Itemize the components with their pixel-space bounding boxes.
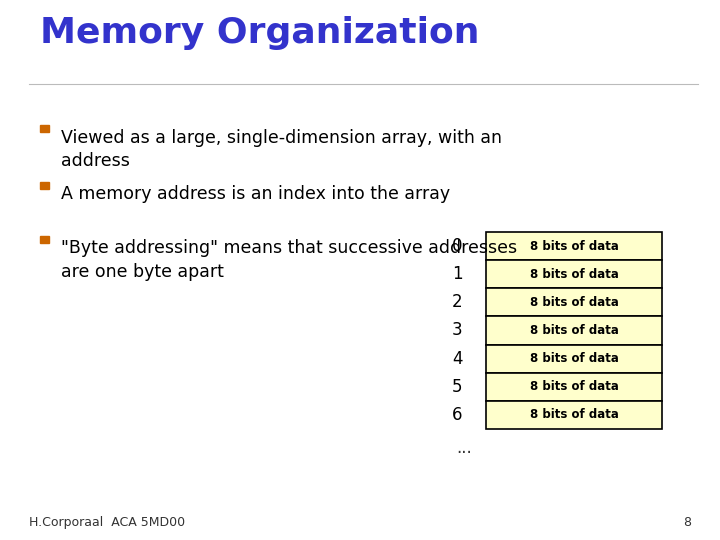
Text: 8 bits of data: 8 bits of data [530, 268, 618, 281]
FancyBboxPatch shape [486, 373, 662, 401]
Text: 8 bits of data: 8 bits of data [530, 324, 618, 337]
Text: 8 bits of data: 8 bits of data [530, 352, 618, 365]
Text: "Byte addressing" means that successive addresses
are one byte apart: "Byte addressing" means that successive … [61, 239, 518, 281]
FancyBboxPatch shape [486, 401, 662, 429]
Text: 8 bits of data: 8 bits of data [530, 240, 618, 253]
Text: 8 bits of data: 8 bits of data [530, 380, 618, 393]
Text: 6: 6 [452, 406, 462, 424]
Bar [40, 125, 50, 132]
Text: 5: 5 [452, 377, 462, 396]
Text: A memory address is an index into the array: A memory address is an index into the ar… [61, 185, 450, 203]
FancyBboxPatch shape [486, 288, 662, 316]
Text: 1: 1 [452, 265, 462, 284]
FancyBboxPatch shape [486, 345, 662, 373]
Text: 0: 0 [452, 237, 462, 255]
Text: Viewed as a large, single-dimension array, with an
address: Viewed as a large, single-dimension arra… [61, 129, 503, 170]
Text: 8 bits of data: 8 bits of data [530, 296, 618, 309]
FancyBboxPatch shape [486, 232, 662, 260]
Text: ...: ... [456, 439, 472, 457]
Bar [40, 182, 50, 189]
FancyBboxPatch shape [486, 316, 662, 345]
Bar [40, 236, 50, 243]
Text: 8: 8 [683, 516, 691, 529]
Text: H.Corporaal  ACA 5MD00: H.Corporaal ACA 5MD00 [29, 516, 185, 529]
Text: 2: 2 [452, 293, 462, 312]
Text: Memory Organization: Memory Organization [40, 16, 479, 50]
Text: 3: 3 [452, 321, 462, 340]
Text: 8 bits of data: 8 bits of data [530, 408, 618, 421]
Text: 4: 4 [452, 349, 462, 368]
FancyBboxPatch shape [486, 260, 662, 288]
